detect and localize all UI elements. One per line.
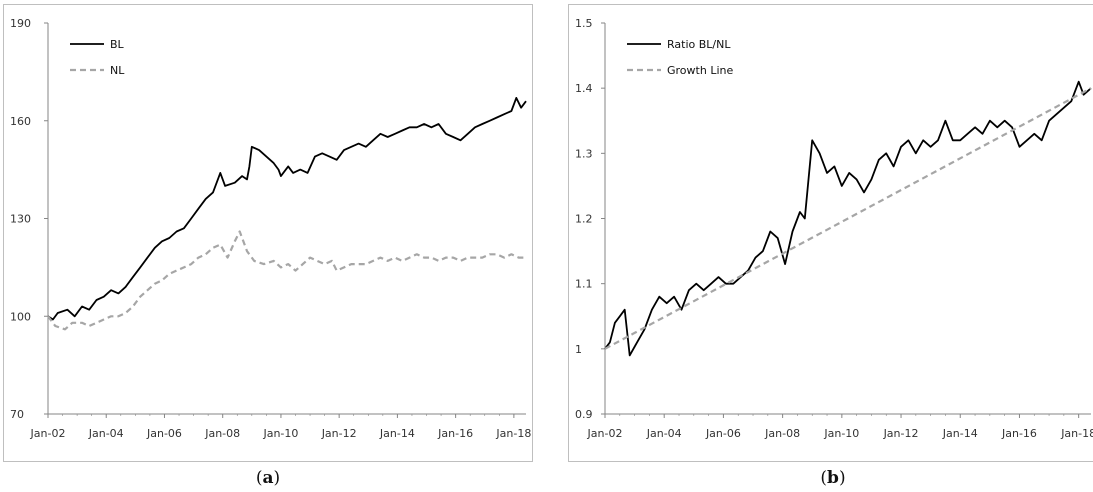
legend-label: Growth Line xyxy=(667,64,733,77)
y-tick-label: 1 xyxy=(575,343,582,356)
y-tick-label: 1.2 xyxy=(575,213,593,226)
caption-b: (b) xyxy=(820,468,846,488)
legend-label: Ratio BL/NL xyxy=(667,38,731,51)
chart-svg-b: 0.9 1 1.1 1.2 1.3 1.4 1.5 Jan-02 Jan-04 Jan-06 Jan… xyxy=(575,17,1093,440)
y-tick-label: 190 xyxy=(10,17,31,30)
x-tick-label: Jan-04 xyxy=(88,427,124,440)
legend-label: NL xyxy=(110,64,125,77)
series-line-primary xyxy=(604,80,1092,357)
y-tick-label: 70 xyxy=(10,408,24,421)
x-tick-label: Jan-10 xyxy=(262,427,298,440)
caption-a: (a) xyxy=(255,468,281,488)
x-tick-label: Jan-18 xyxy=(495,427,531,440)
x-tick-label: Jan-06 xyxy=(146,427,182,440)
x-tick-label: Jan-16 xyxy=(1001,427,1037,440)
series-line-primary xyxy=(47,97,527,321)
y-tick-label: 1.4 xyxy=(575,82,593,95)
y-tick-label: 100 xyxy=(10,310,31,323)
chart-panel-b: 0.9 1 1.1 1.2 1.3 1.4 1.5 Jan-02 Jan-04 Jan-06 Jan… xyxy=(568,4,1093,462)
x-tick-label: Jan-18 xyxy=(1060,427,1093,440)
y-tick-label: 0.9 xyxy=(575,408,593,421)
series-line-secondary xyxy=(604,87,1092,350)
x-tick-label: Jan-12 xyxy=(321,427,357,440)
x-tick-label: Jan-06 xyxy=(705,427,741,440)
y-tick-label: 130 xyxy=(10,213,31,226)
x-tick-label: Jan-08 xyxy=(764,427,800,440)
x-tick-label: Jan-02 xyxy=(587,427,623,440)
x-tick-label: Jan-08 xyxy=(204,427,240,440)
y-tick-label: 160 xyxy=(10,115,31,128)
y-tick-label: 1.3 xyxy=(575,147,593,160)
chart-panel-a: 70 100 130 160 190 Jan-02 Jan-04 Jan-06 Jan-08 Ja… xyxy=(3,4,533,462)
y-tick-label: 1.1 xyxy=(575,278,593,291)
x-tick-label: Jan-14 xyxy=(942,427,978,440)
chart-svg-a: 70 100 130 160 190 Jan-02 Jan-04 Jan-06 Jan-08 Ja… xyxy=(10,17,531,440)
legend-label: BL xyxy=(110,38,125,51)
y-tick-label: 1.5 xyxy=(575,17,593,30)
x-tick-label: Jan-10 xyxy=(823,427,859,440)
x-tick-label: Jan-04 xyxy=(646,427,682,440)
x-tick-label: Jan-14 xyxy=(379,427,415,440)
x-tick-label: Jan-02 xyxy=(30,427,66,440)
series-line-secondary xyxy=(47,230,526,331)
x-tick-label: Jan-12 xyxy=(883,427,919,440)
x-tick-label: Jan-16 xyxy=(437,427,473,440)
